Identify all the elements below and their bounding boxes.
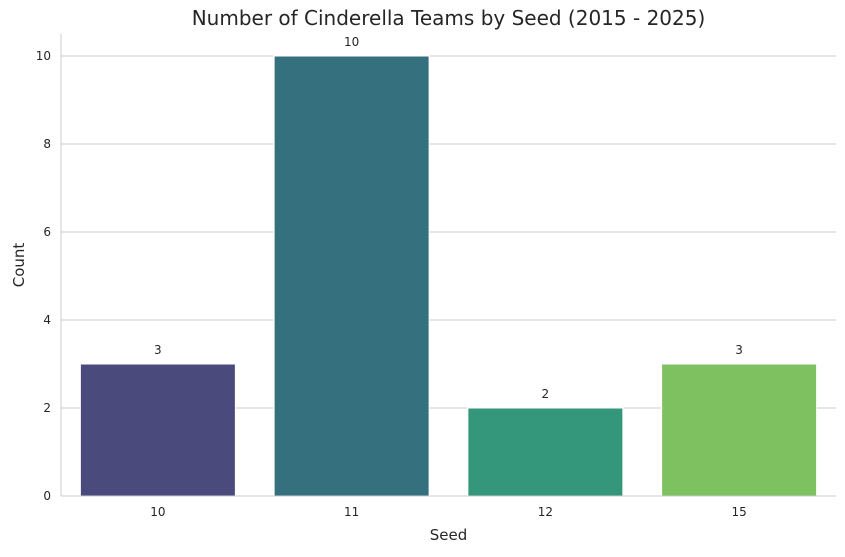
y-tick-label: 8	[43, 137, 51, 151]
x-tick-label: 15	[731, 505, 746, 519]
y-tick-labels: 0 2 4 6 8 10	[36, 49, 51, 503]
x-axis-label: Seed	[430, 526, 468, 544]
bar-value-label: 3	[735, 343, 743, 357]
y-tick-label: 4	[43, 313, 51, 327]
bar-seed-15	[661, 363, 818, 497]
bar-seed-12	[467, 407, 624, 497]
bar-value-label: 2	[542, 387, 550, 401]
data-labels: 3 10 2 3	[154, 35, 743, 401]
bar-seed-11	[273, 55, 430, 497]
chart-title: Number of Cinderella Teams by Seed (2015…	[192, 6, 706, 30]
axes-spines	[60, 34, 836, 497]
x-tick-label: 12	[538, 505, 553, 519]
bar-value-label: 3	[154, 343, 162, 357]
bar-seed-10	[79, 363, 236, 497]
gridlines	[61, 55, 836, 409]
bars	[79, 55, 818, 497]
x-tick-label: 10	[150, 505, 165, 519]
y-tick-label: 6	[43, 225, 51, 239]
y-tick-label: 2	[43, 401, 51, 415]
y-tick-label: 0	[43, 489, 51, 503]
y-tick-label: 10	[36, 49, 51, 63]
bar-value-label: 10	[344, 35, 359, 49]
x-tick-labels: 10 11 12 15	[150, 505, 747, 519]
y-axis-label: Count	[10, 243, 28, 288]
x-tick-label: 11	[344, 505, 359, 519]
